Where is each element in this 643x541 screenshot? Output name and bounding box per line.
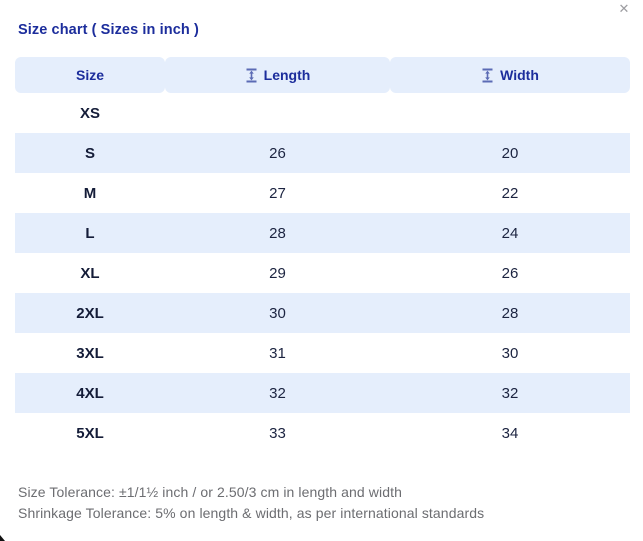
column-header-width: Width [390, 57, 630, 93]
width-cell: 32 [501, 384, 519, 402]
table-row: M 27 22 [15, 173, 630, 213]
table-row: 4XL 32 32 [15, 373, 630, 413]
size-cell: 2XL [76, 304, 104, 322]
length-cell: 26 [269, 144, 286, 162]
height-measure-icon [481, 68, 494, 83]
width-cell: 26 [501, 264, 519, 282]
size-cell: L [85, 224, 95, 242]
table-body: XS S 26 20 M 27 22 L 28 24 XL 29 26 2XL [15, 93, 630, 453]
width-cell: 20 [501, 144, 519, 162]
column-header-width-label: Width [500, 67, 539, 83]
size-cell: 5XL [76, 424, 104, 442]
column-header-length: Length [165, 57, 390, 93]
close-icon[interactable]: ✕ [615, 1, 633, 19]
table-row: L 28 24 [15, 213, 630, 253]
width-cell: 34 [501, 424, 519, 442]
table-row: 2XL 30 28 [15, 293, 630, 333]
table-header-row: Size Length [15, 57, 630, 93]
table-row: XS [15, 93, 630, 133]
width-cell: 30 [501, 344, 519, 362]
width-cell: 28 [501, 304, 519, 322]
table-row: 3XL 31 30 [15, 333, 630, 373]
column-header-length-label: Length [263, 67, 311, 83]
length-cell: 33 [269, 424, 286, 442]
length-cell: 27 [269, 184, 286, 202]
table-row: XL 29 26 [15, 253, 630, 293]
tolerance-notes: Size Tolerance: ±1/1½ inch / or 2.50/3 c… [18, 482, 484, 523]
length-cell: 31 [269, 344, 286, 362]
shrinkage-tolerance-note: Shrinkage Tolerance: 5% on length & widt… [18, 504, 485, 521]
size-cell: M [83, 184, 97, 202]
length-cell: 32 [269, 384, 286, 402]
size-cell: 3XL [76, 344, 104, 362]
size-tolerance-note: Size Tolerance: ±1/1½ inch / or 2.50/3 c… [18, 484, 402, 500]
length-cell: 29 [269, 264, 286, 282]
table-row: 5XL 33 34 [15, 413, 630, 453]
cursor-artifact [0, 535, 5, 541]
size-cell: S [84, 144, 95, 162]
width-cell: 24 [501, 224, 519, 242]
size-cell: XL [80, 264, 100, 282]
length-cell: 30 [269, 304, 286, 322]
table-row: S 26 20 [15, 133, 630, 173]
size-chart-table: Size Length [15, 57, 630, 453]
column-header-size: Size [15, 57, 165, 93]
page-title: Size chart ( Sizes in inch ) [18, 22, 199, 38]
height-measure-icon [245, 68, 258, 83]
length-cell: 28 [269, 224, 286, 242]
size-cell: XS [79, 104, 100, 122]
width-cell: 22 [501, 184, 519, 202]
size-cell: 4XL [76, 384, 104, 402]
column-header-size-label: Size [75, 67, 104, 83]
